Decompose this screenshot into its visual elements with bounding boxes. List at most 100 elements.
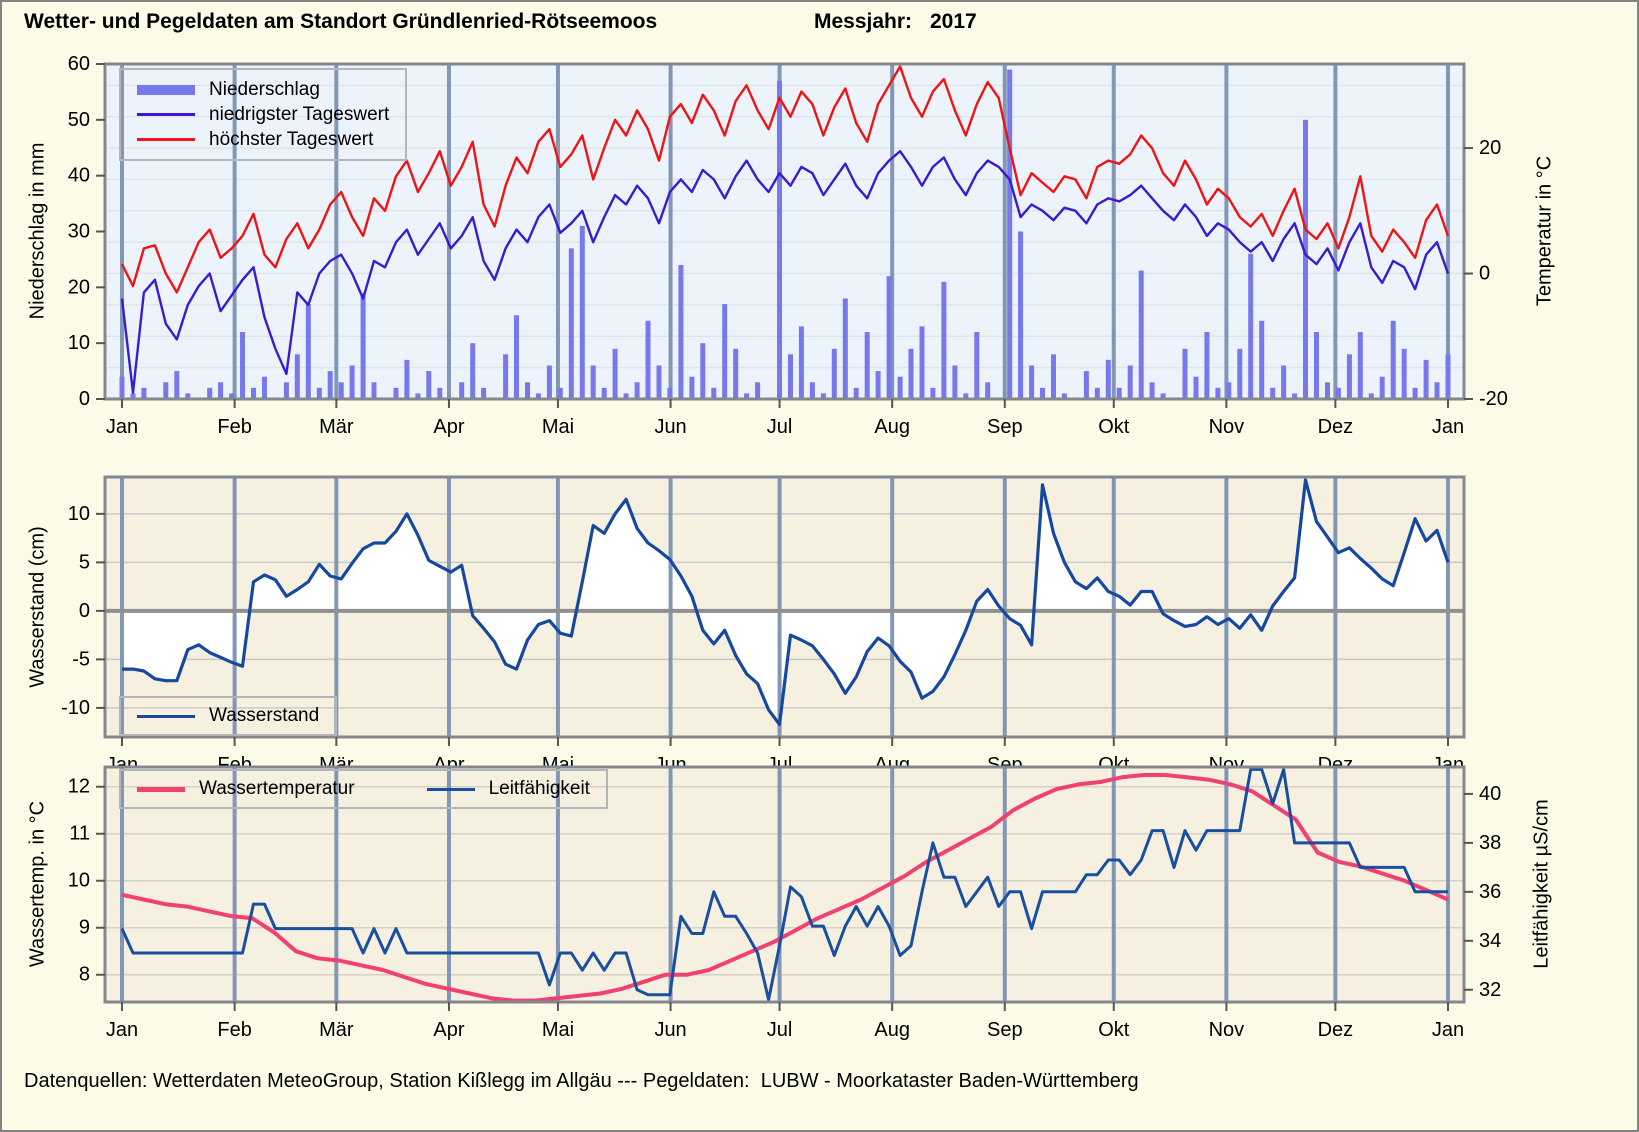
month-gridlines <box>120 64 1450 399</box>
svg-text:Mai: Mai <box>542 1019 574 1041</box>
svg-text:30: 30 <box>68 221 90 243</box>
svg-text:10: 10 <box>68 870 90 892</box>
legend-wassertemp-leitfaehigkeit: Wassertemperatur Leitfähigkeit <box>119 769 608 809</box>
svg-text:20: 20 <box>1479 137 1501 159</box>
axis-title-niederschlag: Niederschlag in mm <box>26 142 49 320</box>
month-gridlines <box>120 477 1450 737</box>
svg-text:Okt: Okt <box>1098 1019 1130 1041</box>
series-niedrigster-tageswert <box>120 149 1450 394</box>
series-wasserstand <box>122 478 1450 727</box>
right-axis-ticks: -20 0 20 <box>1464 137 1508 410</box>
left-axis-ticks: -10 -5 0 5 10 <box>61 503 105 719</box>
legend-item-leitf-higkeit: Leitfähigkeit <box>426 776 590 802</box>
svg-text:5: 5 <box>79 551 90 573</box>
panel-3: 8 9 10 11 12 32 34 36 38 40 Jan Feb Mär Apr Mai Jun Jul A… <box>68 765 1501 1041</box>
month-gridlines <box>120 767 1450 1002</box>
svg-text:Jul: Jul <box>767 416 793 438</box>
svg-text:0: 0 <box>79 388 90 410</box>
svg-text:11: 11 <box>69 823 90 845</box>
legend-label: höchster Tageswert <box>209 128 374 150</box>
svg-text:Okt: Okt <box>1098 416 1130 438</box>
left-axis-ticks: 0 10 20 30 40 50 60 <box>68 53 105 410</box>
svg-text:Aug: Aug <box>874 416 910 438</box>
svg-text:Nov: Nov <box>1209 1019 1245 1041</box>
svg-text:Jul: Jul <box>767 1019 793 1041</box>
svg-text:40: 40 <box>68 165 90 187</box>
legend-item-niederschlag: Niederschlag <box>137 77 389 102</box>
svg-text:Jan: Jan <box>1432 416 1464 438</box>
svg-text:Jun: Jun <box>654 1019 686 1041</box>
left-axis-ticks: 8 9 10 11 12 <box>68 776 105 986</box>
svg-text:50: 50 <box>68 109 90 131</box>
legend-item-wassertemperatur: Wassertemperatur <box>137 776 355 802</box>
svg-text:Dez: Dez <box>1318 1019 1354 1041</box>
svg-text:9: 9 <box>79 917 90 939</box>
svg-text:Mär: Mär <box>319 416 354 438</box>
svg-text:36: 36 <box>1479 881 1501 903</box>
svg-text:Feb: Feb <box>217 1019 251 1041</box>
series-leitf-higkeit <box>120 767 1448 1002</box>
month-axis: Jan Feb Mär Apr Mai Jun Jul Aug Sep Okt Nov Dez Jan <box>106 1002 1464 1041</box>
legend-precipitation-temperature: Niederschlag niedrigster Tageswert höchste… <box>119 68 408 161</box>
series-wassertemperatur <box>121 773 1449 1003</box>
svg-text:-20: -20 <box>1479 388 1508 410</box>
axis-title-wassertemp: Wassertemp. in °C <box>26 800 49 968</box>
svg-text:Jan: Jan <box>1432 1019 1464 1041</box>
page-title: Wetter- und Pegeldaten am Standort Gründ… <box>24 10 658 33</box>
right-axis-ticks: 32 34 36 38 40 <box>1464 783 1501 1001</box>
legend-swatch-line <box>137 138 195 141</box>
svg-text:Jun: Jun <box>654 416 686 438</box>
series-h-chster-tageswert <box>120 65 1450 294</box>
svg-text:Sep: Sep <box>987 416 1023 438</box>
svg-text:60: 60 <box>68 53 90 75</box>
data-sources-footer: Datenquellen: Wetterdaten MeteoGroup, St… <box>24 1070 1139 1092</box>
svg-text:Feb: Feb <box>217 416 251 438</box>
svg-text:12: 12 <box>68 776 90 798</box>
svg-text:-5: -5 <box>72 648 90 670</box>
legend-label: niedrigster Tageswert <box>209 103 390 125</box>
precip-bars <box>119 69 1451 400</box>
legend-swatch-line <box>137 113 195 116</box>
panel-border <box>103 475 1466 739</box>
legend-swatch-line <box>426 787 475 791</box>
svg-text:10: 10 <box>68 332 90 354</box>
svg-text:0: 0 <box>1479 263 1490 285</box>
panel-1: 0 10 20 30 40 50 60 -20 0 20 Jan Feb Mär Apr Mai Jun Jul… <box>68 53 1508 438</box>
svg-text:20: 20 <box>68 276 90 298</box>
horizontal-gridlines <box>105 84 1464 369</box>
legend-wasserstand: Wasserstand <box>119 696 338 736</box>
svg-text:8: 8 <box>79 964 90 986</box>
svg-text:Nov: Nov <box>1209 416 1245 438</box>
svg-text:Mai: Mai <box>542 416 574 438</box>
svg-text:Sep: Sep <box>987 1019 1023 1041</box>
svg-text:10: 10 <box>68 503 90 525</box>
svg-text:Jan: Jan <box>106 416 138 438</box>
svg-text:38: 38 <box>1479 832 1501 854</box>
legend-swatch-line <box>137 714 195 718</box>
svg-text:Apr: Apr <box>433 416 464 438</box>
axis-title-leitfaehigkeit: Leitfähigkeit µS/cm <box>1530 799 1553 969</box>
svg-text:Jan: Jan <box>106 1019 138 1041</box>
svg-text:Apr: Apr <box>433 1019 464 1041</box>
legend-item-h-chster-tageswert: höchster Tageswert <box>137 127 389 152</box>
panel-background <box>105 64 1464 399</box>
legend-label: Wassertemperatur <box>199 778 355 799</box>
panel-background <box>105 767 1464 1002</box>
svg-text:40: 40 <box>1479 783 1501 805</box>
month-axis: Jan Feb Mär Apr Mai Jun Jul Aug Sep Okt Nov Dez Jan <box>106 399 1464 438</box>
legend-swatch-line <box>137 786 185 792</box>
legend-label: Niederschlag <box>209 78 320 100</box>
svg-text:Aug: Aug <box>874 1019 910 1041</box>
panel-border <box>103 765 1466 1004</box>
axis-title-wasserstand: Wasserstand (cm) <box>26 526 49 688</box>
legend-swatch-bar <box>137 84 195 95</box>
svg-text:Mär: Mär <box>319 1019 354 1041</box>
axis-title-temperatur: Temperatur in °C <box>1533 155 1556 307</box>
svg-text:34: 34 <box>1479 930 1501 952</box>
svg-text:0: 0 <box>79 600 90 622</box>
legend-label: Leitfähigkeit <box>488 778 590 799</box>
legend-item-wasserstand: Wasserstand <box>137 703 319 729</box>
svg-text:Dez: Dez <box>1318 416 1354 438</box>
